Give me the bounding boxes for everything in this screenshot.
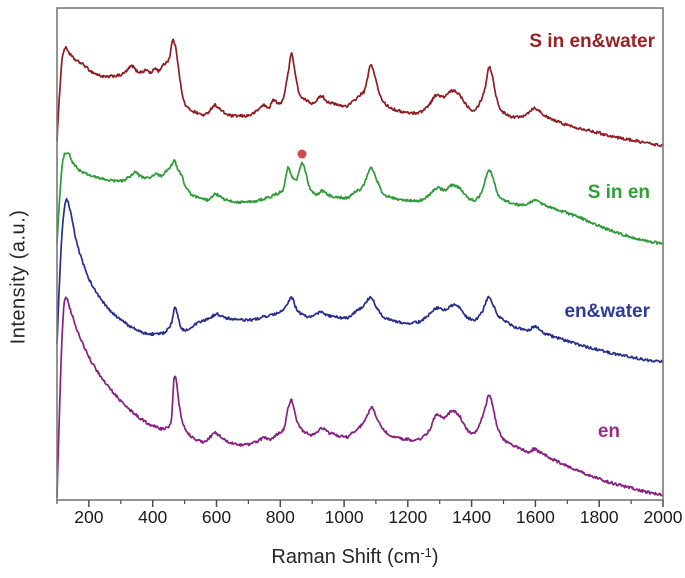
x-tick-label: 200 bbox=[74, 507, 103, 527]
spectrum-en bbox=[56, 296, 664, 498]
x-tick-label: 1400 bbox=[452, 507, 491, 527]
x-tick-label: 800 bbox=[266, 507, 295, 527]
x-tick-label: 400 bbox=[138, 507, 167, 527]
spectrum-S-in-en bbox=[56, 152, 664, 246]
series-label-en: en bbox=[597, 421, 620, 442]
x-tick-label: 2000 bbox=[644, 507, 683, 527]
x-tick-label: 1000 bbox=[325, 507, 364, 527]
x-tick-label: 1600 bbox=[516, 507, 555, 527]
y-axis-label: Intensity (a.u.) bbox=[7, 209, 30, 345]
x-axis-label: Raman Shift (cm-1) bbox=[271, 545, 438, 569]
series-label-en-water: en&water bbox=[564, 301, 650, 322]
peak-marker-dot bbox=[297, 149, 307, 159]
series-label-s-in-en-water: S in en&water bbox=[529, 31, 655, 52]
x-tick-label: 1800 bbox=[580, 507, 619, 527]
x-axis-label-text: Raman Shift (cm bbox=[271, 546, 421, 568]
x-axis-label-close: ) bbox=[431, 546, 439, 568]
x-axis-label-superscript: -1 bbox=[420, 545, 432, 560]
x-tick-label: 1200 bbox=[388, 507, 427, 527]
x-tick-label: 600 bbox=[202, 507, 231, 527]
plot-frame bbox=[56, 7, 664, 501]
spectrum-S-in-en-water bbox=[56, 38, 664, 148]
spectrum-en-water bbox=[56, 197, 664, 364]
series-label-s-in-en: S in en bbox=[587, 182, 650, 203]
